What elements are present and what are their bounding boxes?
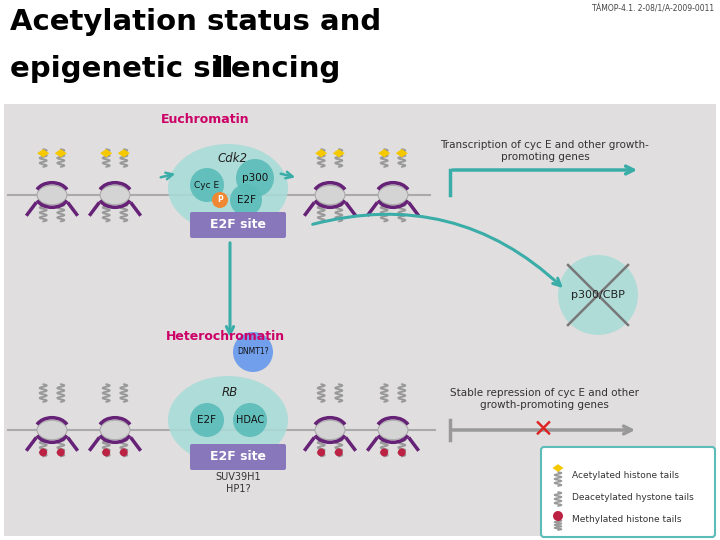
Polygon shape: [118, 149, 130, 158]
Circle shape: [120, 448, 127, 456]
Text: DNMT1?: DNMT1?: [237, 348, 269, 356]
Ellipse shape: [168, 144, 288, 232]
Text: Acetylated histone tails: Acetylated histone tails: [572, 471, 679, 481]
Text: E2F: E2F: [197, 415, 217, 425]
Circle shape: [102, 448, 110, 456]
Ellipse shape: [315, 185, 345, 205]
FancyBboxPatch shape: [190, 444, 286, 470]
Circle shape: [318, 448, 325, 456]
Circle shape: [335, 448, 343, 456]
Polygon shape: [396, 149, 408, 158]
Ellipse shape: [37, 185, 67, 205]
Text: E2F site: E2F site: [210, 450, 266, 463]
Polygon shape: [55, 149, 67, 158]
Polygon shape: [333, 149, 345, 158]
Polygon shape: [378, 149, 390, 158]
FancyBboxPatch shape: [0, 0, 720, 105]
Text: HDAC: HDAC: [236, 415, 264, 425]
Circle shape: [398, 448, 406, 456]
Text: epigenetic silencing: epigenetic silencing: [10, 55, 351, 83]
Ellipse shape: [378, 420, 408, 440]
Circle shape: [40, 448, 48, 456]
Ellipse shape: [37, 420, 67, 440]
Circle shape: [233, 332, 273, 372]
Polygon shape: [315, 149, 327, 158]
Ellipse shape: [168, 376, 288, 464]
FancyBboxPatch shape: [541, 447, 715, 537]
Circle shape: [230, 184, 262, 216]
FancyBboxPatch shape: [4, 104, 716, 536]
Text: E2F site: E2F site: [210, 219, 266, 232]
Circle shape: [380, 448, 388, 456]
Text: Cdk2: Cdk2: [217, 152, 247, 165]
Polygon shape: [100, 149, 112, 158]
Circle shape: [233, 403, 267, 437]
Text: ✕: ✕: [533, 418, 554, 442]
Text: p300: p300: [242, 173, 268, 183]
Ellipse shape: [315, 420, 345, 440]
Ellipse shape: [378, 185, 408, 205]
FancyBboxPatch shape: [190, 212, 286, 238]
Text: Stable repression of cyc E and other
growth-promoting genes: Stable repression of cyc E and other gro…: [449, 388, 639, 410]
Circle shape: [190, 168, 224, 202]
Text: SUV39H1
HP1?: SUV39H1 HP1?: [215, 472, 261, 494]
Polygon shape: [37, 149, 49, 158]
Text: Transcription of cyc E and other growth-
promoting genes: Transcription of cyc E and other growth-…: [441, 140, 649, 161]
Text: Acetylation status and: Acetylation status and: [10, 8, 382, 36]
Text: II: II: [212, 55, 234, 83]
Circle shape: [57, 448, 65, 456]
Text: TÁMOP-4.1. 2-08/1/A-2009-0011: TÁMOP-4.1. 2-08/1/A-2009-0011: [592, 5, 714, 14]
Ellipse shape: [100, 420, 130, 440]
Text: Methylated histone tails: Methylated histone tails: [572, 515, 682, 523]
Text: Deacetylated hystone tails: Deacetylated hystone tails: [572, 494, 694, 503]
Circle shape: [236, 159, 274, 197]
Circle shape: [558, 255, 638, 335]
Text: Euchromatin: Euchromatin: [161, 113, 249, 126]
Polygon shape: [552, 464, 564, 472]
Ellipse shape: [100, 185, 130, 205]
Text: P: P: [217, 195, 223, 205]
Circle shape: [190, 403, 224, 437]
Text: Cyc E: Cyc E: [194, 180, 220, 190]
Circle shape: [212, 192, 228, 208]
Circle shape: [553, 511, 563, 521]
Text: RB: RB: [222, 386, 238, 399]
Text: p300/CBP: p300/CBP: [571, 290, 625, 300]
Text: Heterochromatin: Heterochromatin: [166, 330, 284, 343]
Text: E2F: E2F: [236, 195, 256, 205]
